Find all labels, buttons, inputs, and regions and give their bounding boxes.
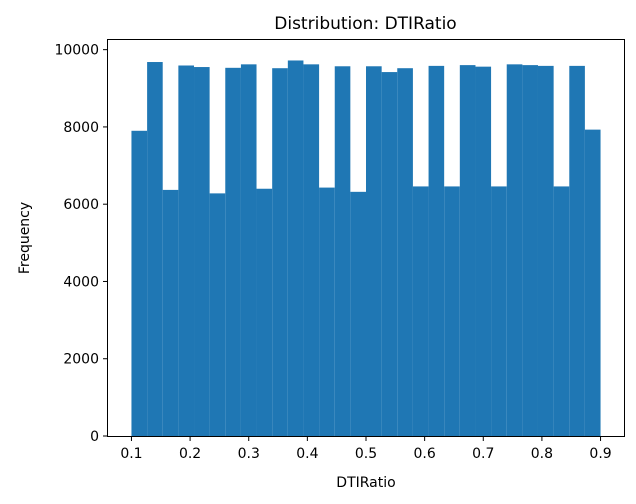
x-axis-ticks: 0.1 0.2 0.3 0.4 0.5 0.6 0.7 0.8 0.9 xyxy=(120,436,612,462)
x-tick-label: 0.4 xyxy=(296,446,318,462)
y-tick-label: 10000 xyxy=(54,43,99,59)
histogram-bar xyxy=(194,67,210,437)
histogram-bar xyxy=(381,72,398,436)
histogram-bar xyxy=(319,187,335,436)
x-tick-label: 0.7 xyxy=(472,446,494,462)
histogram-bar xyxy=(334,66,351,437)
histogram-bar xyxy=(397,68,413,436)
histogram-bar xyxy=(491,186,507,436)
plot-area-frame xyxy=(107,39,625,437)
x-tick-label: 0.2 xyxy=(179,446,201,462)
histogram-bar xyxy=(256,188,273,436)
histogram-bar xyxy=(444,186,460,436)
y-tick-label: 2000 xyxy=(63,352,99,368)
histogram-bars xyxy=(131,60,601,437)
histogram-bar xyxy=(303,64,320,437)
histogram-bar xyxy=(522,65,538,437)
histogram-bar xyxy=(537,65,554,436)
histogram-bar xyxy=(506,64,523,437)
x-tick-label: 0.9 xyxy=(589,446,611,462)
histogram-bar xyxy=(209,193,226,436)
histogram-bar xyxy=(272,68,288,436)
x-axis-label: DTIRatio xyxy=(336,475,395,491)
y-tick-label: 0 xyxy=(90,429,99,445)
histogram-bar xyxy=(584,129,601,436)
histogram-bar xyxy=(162,189,179,436)
x-tick-label: 0.5 xyxy=(355,446,377,462)
histogram-bar xyxy=(459,65,476,437)
y-axis-ticks: 0 2000 4000 6000 8000 10000 xyxy=(54,43,108,445)
x-tick-label: 0.1 xyxy=(120,446,142,462)
histogram-bar xyxy=(287,60,304,436)
histogram-bar xyxy=(412,186,429,436)
histogram-bar xyxy=(553,186,570,436)
histogram-bar xyxy=(131,130,148,437)
histogram-bar xyxy=(428,65,445,436)
histogram-bar xyxy=(178,65,195,436)
x-tick-label: 0.6 xyxy=(414,446,436,462)
y-axis-label: Frequency xyxy=(17,202,33,274)
histogram-bar xyxy=(366,66,382,437)
y-tick-label: 8000 xyxy=(63,120,99,136)
y-tick-label: 4000 xyxy=(63,274,99,290)
histogram-bar xyxy=(569,65,585,436)
histogram-bar xyxy=(475,66,492,436)
x-tick-label: 0.8 xyxy=(531,446,553,462)
histogram-bar xyxy=(225,67,241,436)
histogram-bar xyxy=(147,62,163,437)
chart-title: Distribution: DTIRatio xyxy=(274,14,456,34)
histogram-bar xyxy=(350,191,366,436)
x-tick-label: 0.3 xyxy=(238,446,260,462)
y-tick-label: 6000 xyxy=(63,197,99,213)
histogram-bar xyxy=(240,64,257,437)
